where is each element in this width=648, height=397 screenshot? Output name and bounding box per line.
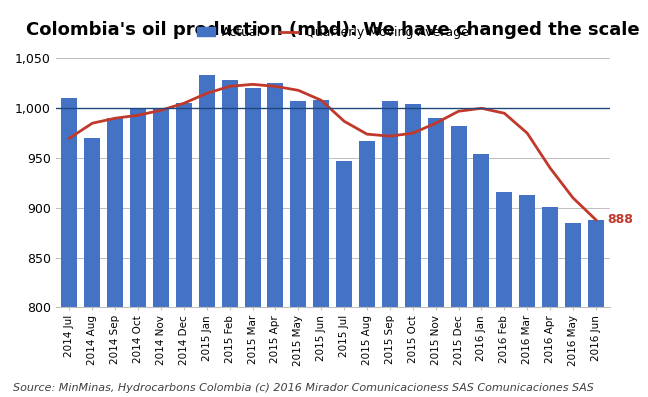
Bar xyxy=(565,223,581,397)
Bar xyxy=(153,108,169,397)
Text: Source: MinMinas, Hydrocarbons Colombia (c) 2016 Mirador Comunicacioness SAS Com: Source: MinMinas, Hydrocarbons Colombia … xyxy=(13,383,594,393)
Bar xyxy=(359,141,375,397)
Bar xyxy=(450,126,467,397)
Bar xyxy=(542,207,558,397)
Title: Colombia's oil production (mbd): We have changed the scale: Colombia's oil production (mbd): We have… xyxy=(26,21,640,39)
Bar xyxy=(222,80,238,397)
Bar xyxy=(382,101,398,397)
Bar xyxy=(428,118,444,397)
Legend: Actual, Quarterly Moving Average: Actual, Quarterly Moving Average xyxy=(192,21,474,44)
Bar xyxy=(199,75,214,397)
Bar xyxy=(496,192,513,397)
Bar xyxy=(84,138,100,397)
Bar xyxy=(176,103,192,397)
Bar xyxy=(336,161,352,397)
Text: 888: 888 xyxy=(607,213,632,226)
Bar xyxy=(130,108,146,397)
Bar xyxy=(313,100,329,397)
Bar xyxy=(405,104,421,397)
Bar xyxy=(474,154,489,397)
Bar xyxy=(519,195,535,397)
Bar xyxy=(244,89,260,397)
Bar xyxy=(268,83,283,397)
Bar xyxy=(290,101,307,397)
Bar xyxy=(62,98,78,397)
Bar xyxy=(588,220,604,397)
Bar xyxy=(107,118,123,397)
